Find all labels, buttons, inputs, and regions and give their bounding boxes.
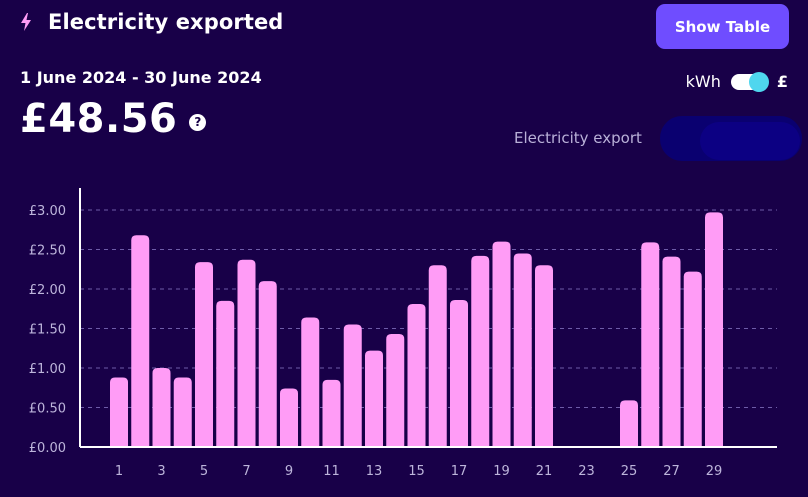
x-tick-label: 7 [242, 464, 250, 479]
bar[interactable] [195, 262, 213, 447]
date-range: 1 June 2024 - 30 June 2024 [20, 68, 262, 87]
bar[interactable] [343, 324, 362, 447]
question-icon[interactable]: ? [189, 113, 207, 131]
x-tick-label: 19 [493, 464, 510, 479]
total-amount: £48.56 ? [20, 96, 207, 142]
x-tick-label: 5 [200, 464, 208, 479]
x-tick-label: 23 [578, 464, 595, 479]
bar[interactable] [258, 281, 277, 447]
y-tick-label: £2.50 [29, 244, 66, 259]
bar[interactable] [301, 317, 320, 447]
y-tick-label: £1.00 [29, 362, 66, 377]
unit-toggle: kWh £ [685, 71, 788, 92]
bar[interactable] [216, 300, 235, 447]
x-tick-label: 11 [323, 464, 340, 479]
x-tick-label: 17 [451, 464, 468, 479]
bar[interactable] [535, 265, 553, 447]
x-tick-label: 29 [706, 464, 723, 479]
header: Electricity exported [20, 10, 283, 34]
bar[interactable] [492, 241, 511, 447]
bar[interactable] [152, 368, 171, 447]
bar[interactable] [237, 259, 256, 447]
unit-kwh-label[interactable]: kWh [685, 72, 721, 91]
bar[interactable] [386, 334, 405, 447]
x-tick-label: 1 [115, 464, 123, 479]
bar[interactable] [471, 255, 490, 447]
bar[interactable] [641, 242, 660, 447]
y-tick-label: £2.00 [29, 283, 66, 298]
total-value: £48.56 [20, 96, 178, 142]
page-title: Electricity exported [48, 10, 284, 34]
y-tick-label: £1.50 [29, 323, 66, 338]
y-tick-label: £3.00 [29, 204, 66, 219]
x-tick-label: 3 [157, 464, 165, 479]
show-table-button[interactable]: Show Table [656, 4, 789, 49]
x-tick-label: 25 [621, 464, 638, 479]
unit-switch-knob [748, 71, 769, 92]
x-tick-label: 13 [366, 464, 383, 479]
bar[interactable] [428, 265, 447, 447]
redacted-area-overlay [700, 122, 800, 160]
x-tick-label: 15 [408, 464, 425, 479]
bar[interactable] [365, 350, 383, 447]
bar[interactable] [110, 377, 128, 447]
bar[interactable] [407, 304, 426, 447]
y-tick-label: £0.50 [29, 402, 66, 417]
unit-gbp-label[interactable]: £ [776, 72, 788, 91]
bar[interactable] [513, 253, 532, 447]
x-tick-label: 21 [536, 464, 553, 479]
bar[interactable] [173, 377, 192, 447]
y-tick-label: £0.00 [29, 441, 66, 456]
bar[interactable] [662, 256, 681, 447]
bar[interactable] [322, 379, 341, 447]
bar[interactable] [280, 388, 298, 447]
bar[interactable] [683, 271, 702, 447]
bar[interactable] [131, 235, 150, 447]
unit-switch[interactable] [730, 71, 769, 92]
bar[interactable] [450, 300, 468, 447]
bar[interactable] [620, 400, 638, 447]
x-tick-label: 27 [663, 464, 680, 479]
x-tick-label: 9 [285, 464, 293, 479]
legend-label: Electricity export [514, 129, 642, 147]
bar[interactable] [705, 212, 723, 447]
lightning-bolt-icon [21, 13, 31, 31]
